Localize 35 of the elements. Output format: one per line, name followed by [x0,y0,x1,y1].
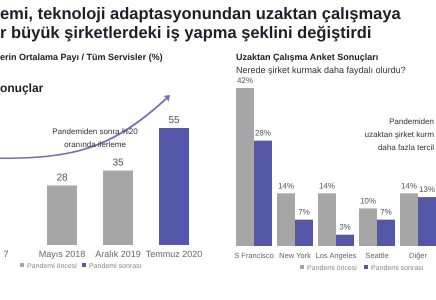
data-label: 14% [278,181,294,190]
data-label: 10% [360,196,376,206]
data-label: 7% [298,208,310,217]
bar [295,220,313,246]
bar [336,234,354,246]
annotation: Pandemiden sonra %20 oranında ilerleme [52,127,138,149]
annotation: Pandemiden uzaktan şirket kurm daha fazla tercil [364,117,434,152]
bar [236,88,254,246]
data-label: 28 [56,172,68,184]
chart-title: Uzaktan Çalışma Anket Sonuçları [236,52,378,62]
x-tick-label: 7 [3,249,9,259]
chart-subtitle: onuçlar [0,81,44,95]
x-tick-label: Aralık 2019 [95,249,141,259]
chart-title: erin Ortalama Payı / Tüm Servisler (%) [0,52,163,62]
bar [377,220,395,246]
data-label: 42% [236,76,254,85]
bar [254,140,272,246]
text: r büyük şirketlerdeki iş yapma şeklini değiştirdi [0,24,372,42]
data-label: 14% [400,181,418,190]
bar [418,197,436,246]
data-label: 13% [418,185,436,194]
data-label: 35 [112,158,124,169]
text: emi, teknoloji adaptasyonundan uzaktan çalışmaya [0,5,402,23]
bar [277,193,295,246]
data-label: 14% [318,181,336,190]
data-label: 28% [254,128,272,138]
data-label: 7% [380,208,392,217]
x-tick-label: Mayıs 2018 [38,249,86,259]
data-label: 55 [168,115,180,126]
bar [400,193,418,246]
bar [359,208,377,246]
data-label: 3% [339,222,351,232]
chart-subtitle: Nerede şirket kurmak daha faydalı olurdu? [236,65,406,75]
x-tick-label: Temmuz 2020 [146,249,202,259]
bar [318,193,336,246]
